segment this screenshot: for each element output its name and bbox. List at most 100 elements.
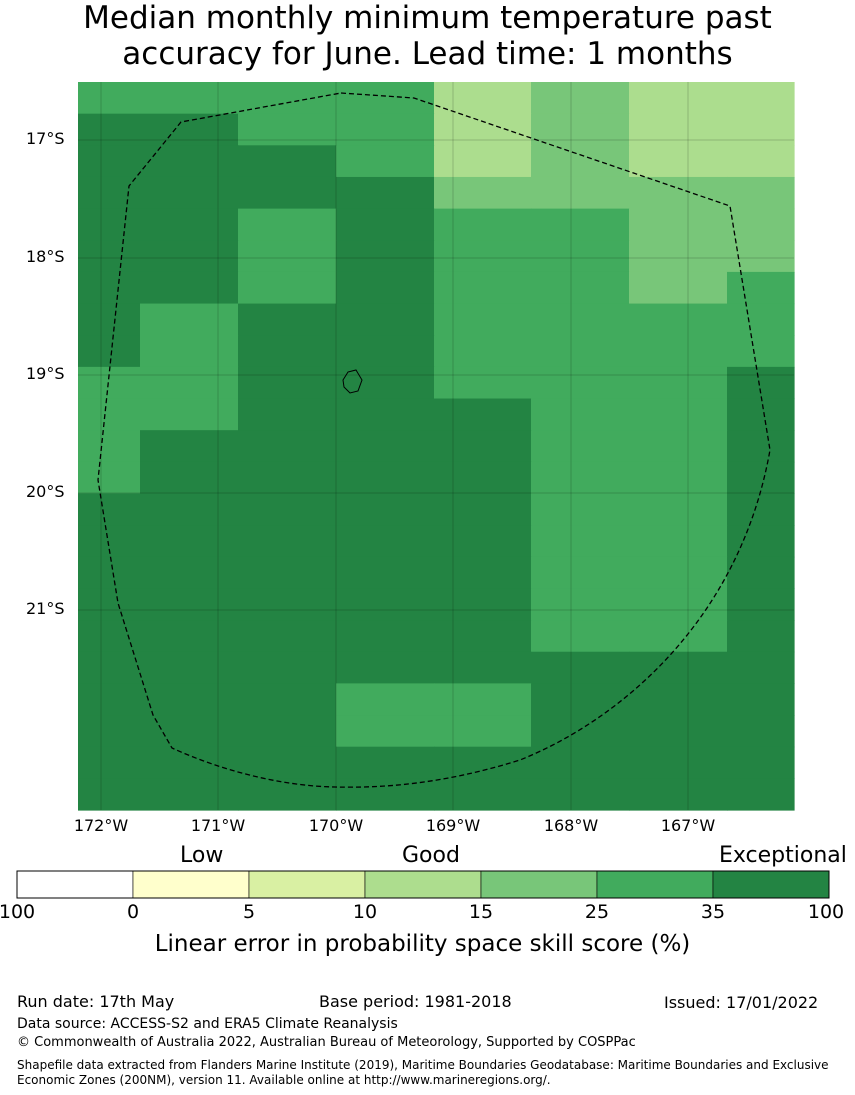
colorbar-segment: [132, 870, 250, 899]
grid-cell: [434, 525, 532, 558]
grid-cell: [238, 82, 337, 115]
lat-label-21s: 21°S: [26, 599, 65, 618]
grid-cell: [78, 82, 140, 115]
grid-cell: [531, 778, 630, 811]
grid-cell: [336, 461, 435, 495]
grid-cell: [238, 398, 337, 431]
lon-label-172w: 172°W: [73, 816, 129, 835]
grid-cell: [434, 461, 532, 495]
grid-cell: [78, 430, 140, 463]
grid-cell: [336, 240, 435, 273]
grid-cell: [336, 82, 435, 115]
grid-cell: [140, 208, 239, 241]
grid-cell: [140, 145, 239, 178]
grid-cell: [531, 493, 630, 526]
grid-cell: [434, 556, 532, 590]
grid-cell: [238, 145, 337, 178]
grid-cell: [727, 588, 795, 621]
grid-cell: [629, 335, 728, 368]
grid-cell: [238, 335, 337, 368]
grid-cell: [727, 493, 795, 526]
grid-cell: [78, 366, 140, 400]
grid-cell: [434, 620, 532, 653]
grid-cell: [531, 335, 630, 368]
title-line-1: Median monthly minimum temperature past: [83, 0, 772, 36]
grid-cell: [238, 461, 337, 495]
grid-cell: [531, 366, 630, 400]
grid-cell: [629, 588, 728, 621]
grid-cell: [629, 778, 728, 811]
grid-cell: [78, 651, 140, 684]
grid-cell: [238, 651, 337, 684]
grid-cell: [238, 715, 337, 748]
grid-cell: [238, 778, 337, 811]
grid-cell: [531, 398, 630, 431]
grid-cell: [434, 366, 532, 400]
base-period: Base period: 1981-2018: [319, 992, 512, 1011]
grid-cell: [140, 651, 239, 684]
grid-cell: [238, 746, 337, 779]
lat-label-19s: 19°S: [26, 364, 65, 383]
colorbar-segment: [480, 870, 598, 899]
grid-cell: [238, 556, 337, 590]
colorbar-frame: [16, 870, 830, 899]
grid-cell: [727, 208, 795, 241]
grid-cell: [629, 525, 728, 558]
grid-cell: [78, 525, 140, 558]
grid-cell: [78, 208, 140, 241]
grid-cell: [531, 620, 630, 653]
grid-cell: [336, 113, 435, 146]
grid-cell: [727, 746, 795, 779]
grid-cell: [727, 778, 795, 811]
colorbar-tick: 100: [0, 901, 36, 923]
grid-cell: [531, 683, 630, 716]
grid-cell: [727, 525, 795, 558]
grid-cell: [727, 82, 795, 115]
grid-cell: [336, 746, 435, 779]
grid-cell: [238, 271, 337, 305]
grid-cell: [434, 398, 532, 431]
grid-cell: [531, 588, 630, 621]
grid-cell: [78, 176, 140, 210]
grid-cell: [140, 620, 239, 653]
grid-cell: [727, 430, 795, 463]
grid-cell: [336, 525, 435, 558]
colorbar-segment: [596, 870, 714, 899]
grid-cell: [629, 366, 728, 400]
grid-cell: [78, 303, 140, 336]
grid-cell: [140, 366, 239, 400]
grid-cell: [434, 778, 532, 811]
grid-cell: [336, 651, 435, 684]
grid-cell: [531, 82, 630, 115]
grid-cell: [629, 493, 728, 526]
grid-cell: [629, 271, 728, 305]
grid-cell: [78, 778, 140, 811]
grid-cell: [727, 620, 795, 653]
grid-cell: [238, 683, 337, 716]
grid-cell: [629, 715, 728, 748]
grid-cell: [727, 715, 795, 748]
grid-cell: [140, 715, 239, 748]
skill-grid-cells: [78, 82, 795, 811]
lon-label-169w: 169°W: [425, 816, 481, 835]
grid-cell: [629, 208, 728, 241]
grid-cell: [531, 430, 630, 463]
grid-cell: [434, 715, 532, 748]
grid-cell: [336, 176, 435, 210]
colorbar-tick: 5: [242, 901, 256, 923]
grid-cell: [629, 746, 728, 779]
grid-cell: [140, 335, 239, 368]
grid-cell: [727, 303, 795, 336]
title-line-2: accuracy for June. Lead time: 1 months: [122, 36, 733, 72]
grid-cell: [238, 113, 337, 146]
grid-cell: [434, 82, 532, 115]
grid-cell: [238, 366, 337, 400]
colorbar-word-exceptional: Exceptional: [719, 843, 847, 868]
colorbar-word-good: Good: [402, 843, 460, 868]
grid-cell: [531, 240, 630, 273]
grid-cell: [238, 525, 337, 558]
colorbar-segment: [364, 870, 482, 899]
grid-cell: [140, 683, 239, 716]
grid-cell: [531, 556, 630, 590]
